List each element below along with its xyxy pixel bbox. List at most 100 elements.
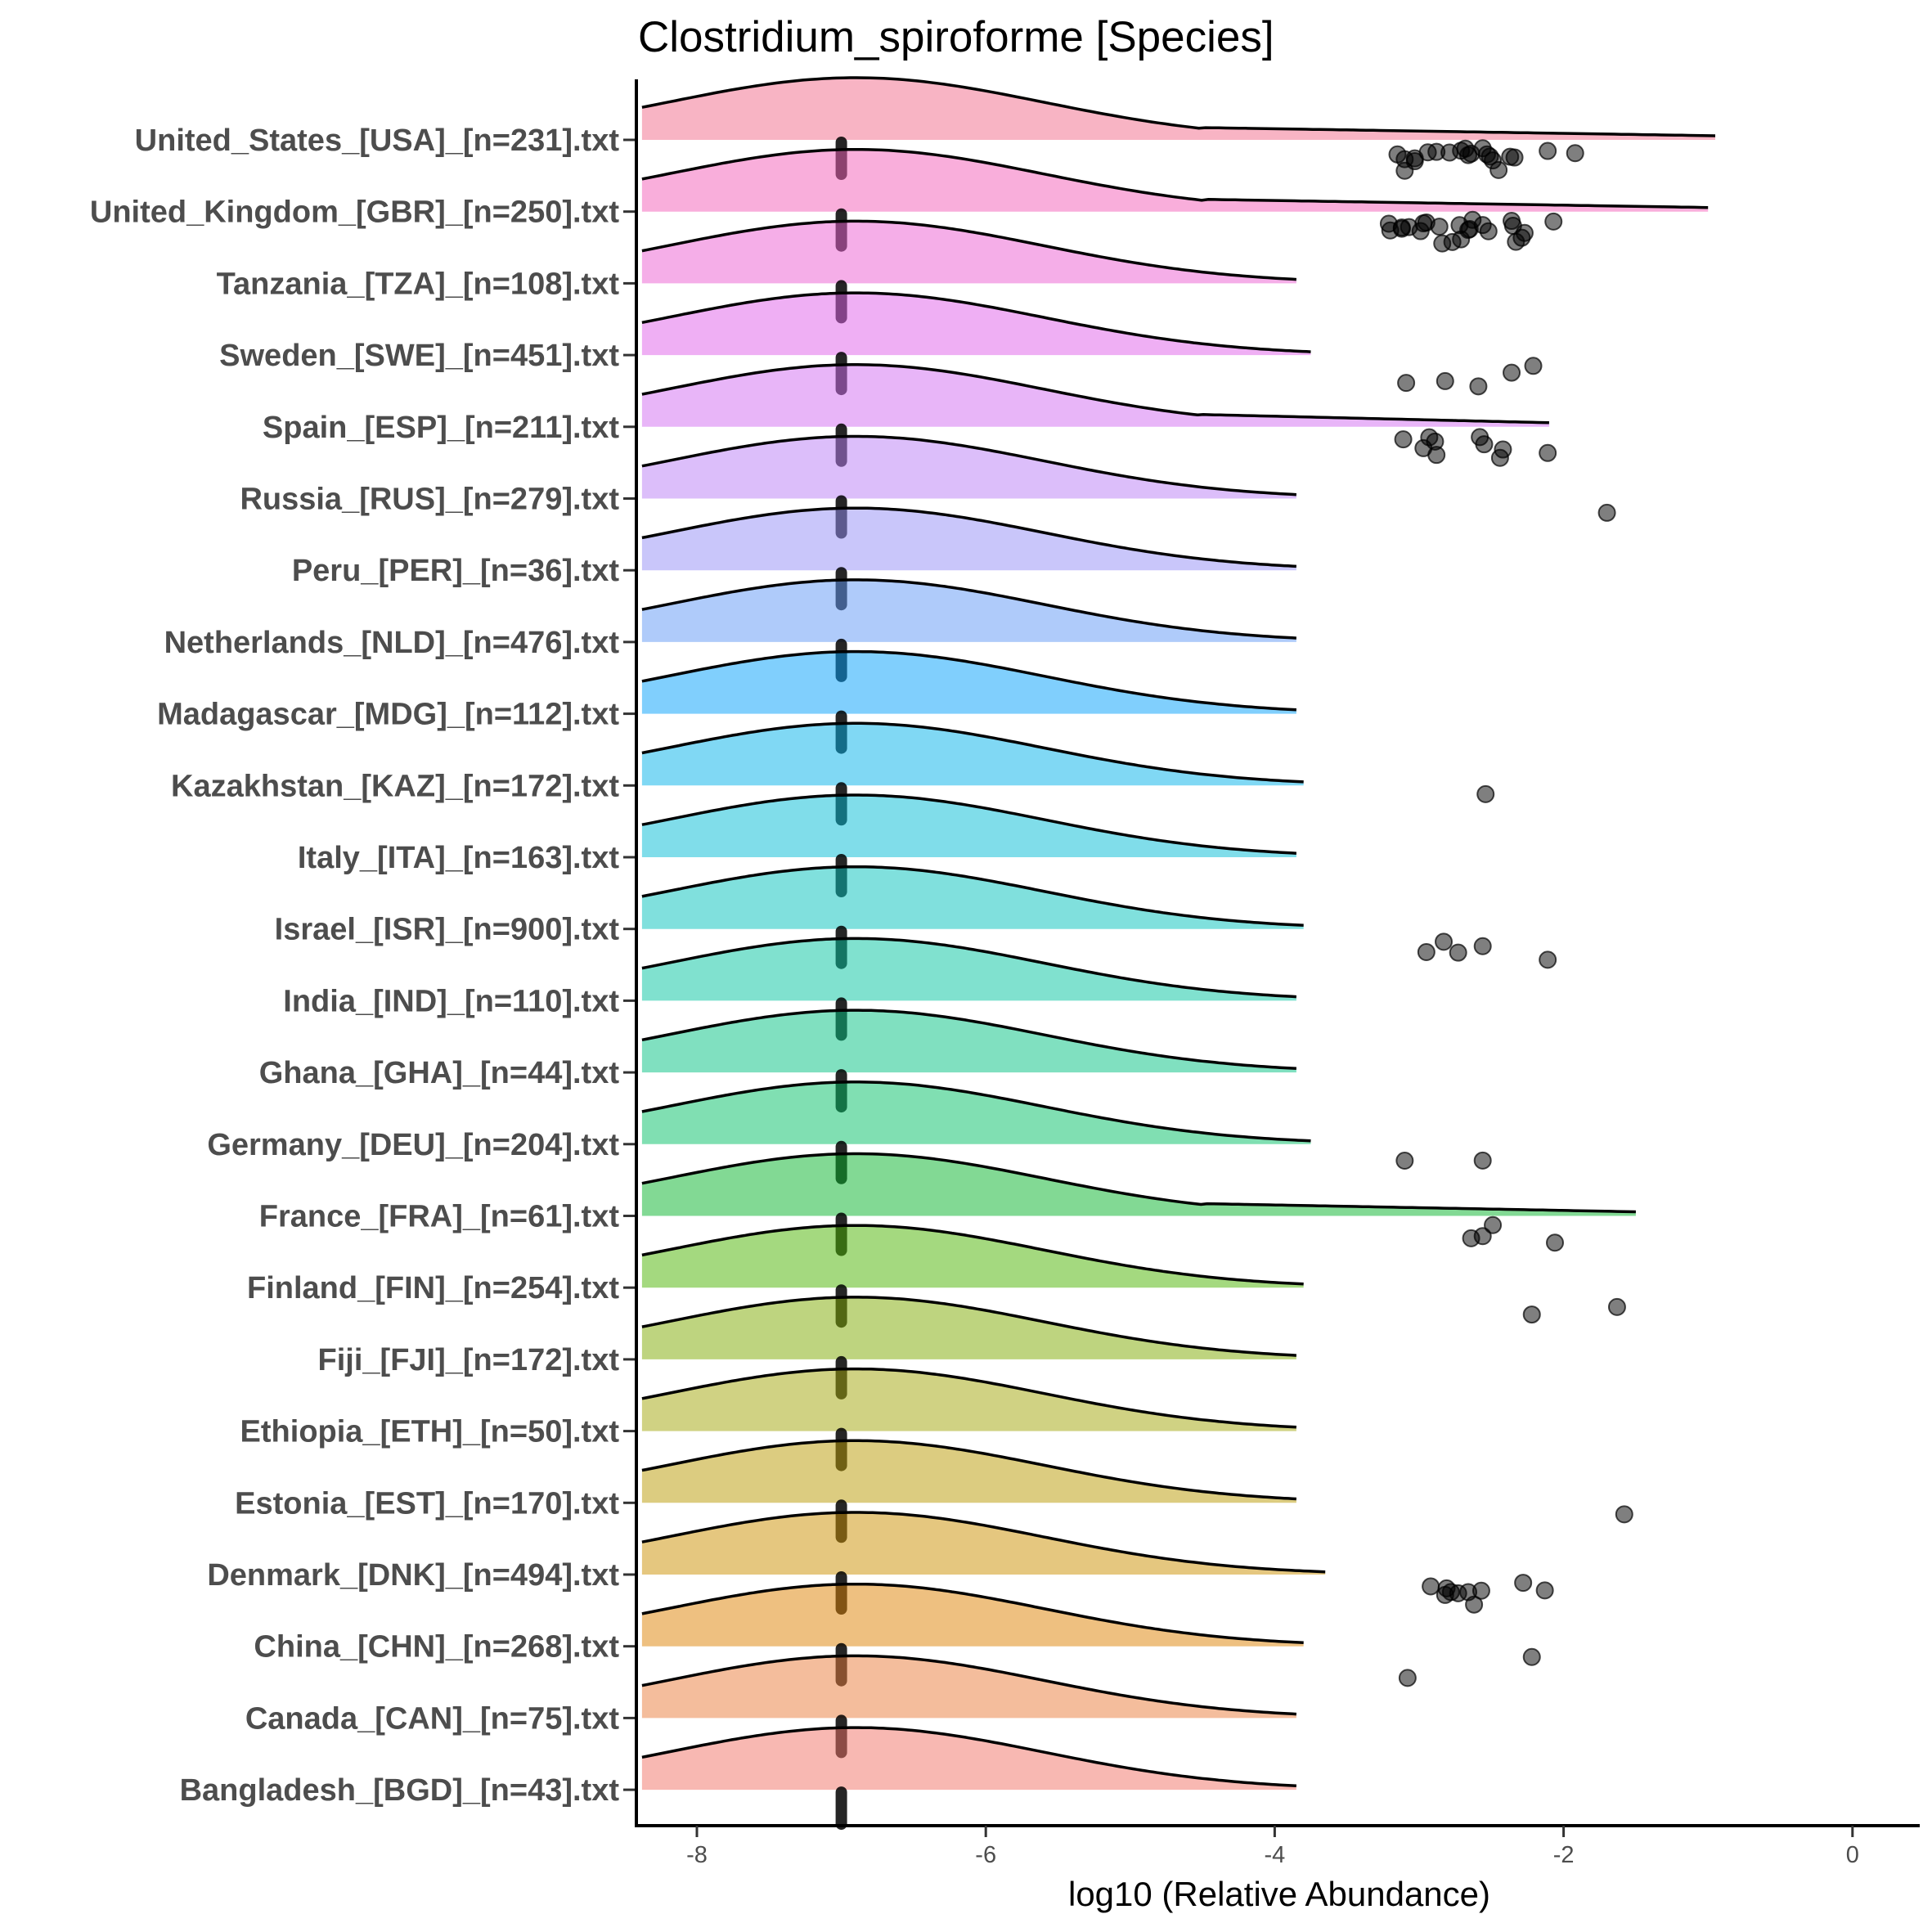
ridge-density-fill (641, 579, 1296, 642)
y-tick-label: Canada_[CAN]_[n=75].txt (245, 1701, 619, 1736)
ridge-density-outline (641, 578, 1297, 640)
data-point (1392, 218, 1411, 237)
y-tick-label: Ethiopia_[ETH]_[n=50].txt (240, 1415, 620, 1449)
ridge-density-outline (641, 506, 1297, 568)
ridge-density-outline (641, 1582, 1304, 1645)
y-tick-label: Ghana_[GHA]_[n=44].txt (259, 1056, 620, 1090)
x-tick-label: -8 (686, 1842, 708, 1868)
ridge-density-outline (641, 219, 1297, 281)
data-point (1546, 1233, 1565, 1252)
y-axis: United_States_[USA]_[n=231].txt United_Ki… (90, 79, 638, 1827)
ridge-density-outline (641, 291, 1311, 353)
x-tick-label: -2 (1553, 1842, 1575, 1868)
ridge-density-outline (641, 1009, 1297, 1071)
ridge-density-fill (641, 1081, 1311, 1144)
y-tick-label: Finland_[FIN]_[n=254].txt (247, 1271, 619, 1305)
ridge-density-fill (641, 1728, 1296, 1790)
data-point (1430, 218, 1449, 236)
ridge-density-outline (641, 1367, 1297, 1429)
data-point (1566, 144, 1584, 163)
data-point (1524, 357, 1543, 375)
x-axis: -8 -6 -4 -2 0 (635, 1824, 1920, 1868)
data-point (1539, 142, 1557, 160)
y-tick-label: France_[FRA]_[n=61].txt (259, 1200, 620, 1234)
ridge-density-outline (641, 937, 1297, 999)
data-point (1494, 440, 1512, 459)
data-point (1460, 220, 1479, 239)
ridge-density-outline (641, 76, 1716, 137)
ridge-density-outline (641, 1296, 1297, 1357)
data-point (1395, 1152, 1414, 1170)
data-point (1535, 1581, 1554, 1600)
data-point (1503, 363, 1521, 382)
y-tick-label: Denmark_[DNK]_[n=494].txt (207, 1558, 619, 1593)
y-tick-label: Italy_[ITA]_[n=163].txt (298, 841, 619, 875)
chart-title: Clostridium_spiroforme [Species] (638, 13, 1274, 61)
data-point (1414, 214, 1433, 233)
ridge-density-outline (641, 1511, 1326, 1574)
data-point (1471, 1581, 1490, 1600)
ridge-density-fill (641, 149, 1709, 212)
data-point (1473, 1151, 1492, 1170)
ridge-density-fill (641, 1440, 1296, 1503)
data-point (1475, 435, 1494, 454)
ridge-density-outline (641, 1152, 1636, 1214)
data-point (1522, 1305, 1541, 1324)
data-point (1473, 937, 1492, 955)
ridge-density-outline (641, 147, 1709, 209)
y-tick-label: Madagascar_[MDG]_[n=112].txt (157, 698, 619, 732)
ridge-density-outline (641, 363, 1549, 425)
data-point (1422, 1577, 1440, 1596)
data-point (1539, 443, 1557, 462)
ridge-density-fill (641, 508, 1296, 571)
data-point (1427, 446, 1446, 465)
ridge-density-fill (641, 723, 1304, 786)
data-point (1479, 222, 1498, 240)
data-point (1503, 217, 1522, 236)
ridge-density-outline (641, 1439, 1297, 1501)
data-point (1436, 371, 1454, 390)
jitter-points (1379, 139, 1633, 1687)
y-tick-label: China_[CHN]_[n=268].txt (254, 1630, 619, 1665)
data-point (1394, 430, 1413, 449)
ridge-density-fill (641, 1296, 1296, 1359)
ridge-density-fill (641, 1656, 1296, 1719)
data-point (1465, 1595, 1484, 1614)
data-point (1544, 212, 1563, 231)
data-point (1398, 1669, 1417, 1687)
y-tick-label: Russia_[RUS]_[n=279].txt (240, 483, 619, 517)
data-point (1449, 943, 1467, 962)
data-point (1476, 784, 1495, 803)
data-point (1405, 152, 1424, 171)
ridge-density-outline (641, 793, 1297, 855)
ridge-density-fill (641, 436, 1296, 499)
data-point (1397, 374, 1416, 393)
y-tick-label: Sweden_[SWE]_[n=451].txt (219, 339, 619, 373)
ridge-density-outline (641, 721, 1304, 784)
ridge-density-fill (641, 364, 1549, 427)
y-tick-label: Fiji_[FJI]_[n=172].txt (318, 1343, 620, 1377)
ridge-density-fill (641, 78, 1715, 140)
y-tick-label: Tanzania_[TZA]_[n=108].txt (217, 267, 620, 301)
ridge-density-outline (641, 1224, 1304, 1286)
data-point (1437, 1579, 1456, 1597)
ridge-density-fill (641, 1584, 1304, 1647)
ridge-density-fill (641, 651, 1296, 714)
x-tick-label: -6 (975, 1842, 996, 1868)
ridges (641, 76, 1716, 1831)
ridge-density-fill (641, 1153, 1636, 1216)
ridge-density-fill (641, 1010, 1296, 1073)
ridge-density-fill (641, 1225, 1304, 1288)
y-tick-label: Spain_[ESP]_[n=211].txt (263, 411, 619, 445)
x-axis-title: log10 (Relative Abundance) (1068, 1875, 1490, 1913)
y-tick-label: India_[IND]_[n=110].txt (283, 984, 619, 1018)
ridge-density-fill (641, 293, 1311, 356)
y-tick-label: Bangladesh_[BGD]_[n=43].txt (180, 1773, 620, 1808)
data-point (1615, 1505, 1633, 1524)
data-point (1505, 148, 1524, 167)
ridge-density-outline (641, 1726, 1297, 1788)
data-point (1435, 932, 1453, 951)
data-point (1473, 1227, 1492, 1246)
y-tick-label: Estonia_[EST]_[n=170].txt (235, 1486, 619, 1521)
